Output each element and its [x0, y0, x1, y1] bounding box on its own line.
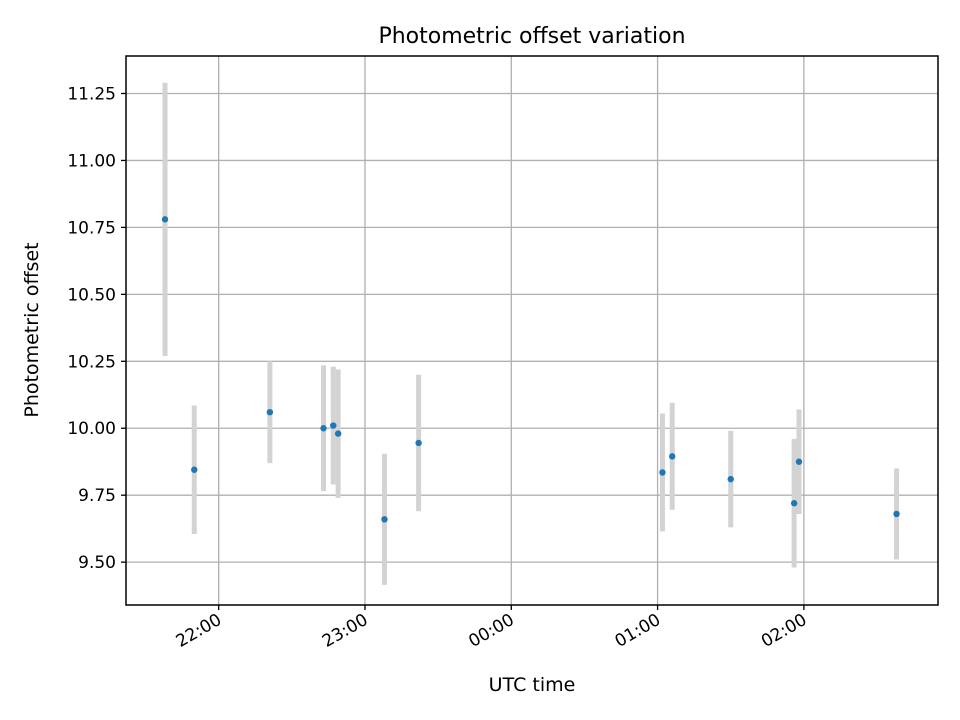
plot-frame: [125, 55, 939, 606]
data-point: [415, 439, 422, 447]
data-point: [893, 510, 900, 518]
y-tick-label: 11.25: [67, 84, 116, 104]
data-points: [161, 216, 900, 523]
x-axis-label: UTC time: [489, 674, 576, 696]
y-tick-label: 10.50: [67, 285, 116, 305]
x-tick-label: 02:00: [758, 610, 810, 652]
x-tick-label: 22:00: [173, 610, 225, 652]
data-point: [727, 475, 734, 483]
data-point: [334, 430, 342, 437]
data-point: [330, 422, 337, 429]
axis-ticks: 22:00 23:00 00:00 01:00 02:00 9.50 9.75 10.00 10…: [67, 84, 810, 651]
y-axis-label: Photometric offset: [21, 242, 43, 417]
grid-lines: [126, 56, 938, 605]
data-point: [266, 408, 274, 416]
error-bars: [162, 82, 900, 585]
y-tick-label: 10.25: [67, 352, 116, 372]
data-point: [659, 469, 666, 476]
y-tick-label: 10.75: [67, 218, 116, 238]
data-point: [320, 425, 327, 432]
y-tick-label: 9.75: [78, 486, 116, 506]
x-tick-label: 01:00: [612, 610, 664, 652]
data-point: [790, 500, 798, 507]
data-point: [795, 458, 803, 465]
y-tick-label: 11.00: [67, 151, 116, 171]
data-point: [191, 466, 198, 473]
chart-title: Photometric offset variation: [378, 24, 685, 49]
data-point: [669, 453, 676, 460]
y-tick-label: 10.00: [67, 419, 116, 439]
y-tick-label: 9.50: [78, 553, 116, 573]
data-point: [381, 516, 388, 523]
data-point: [161, 216, 169, 223]
x-tick-label: 23:00: [319, 610, 371, 652]
x-tick-label: 00:00: [465, 610, 517, 652]
